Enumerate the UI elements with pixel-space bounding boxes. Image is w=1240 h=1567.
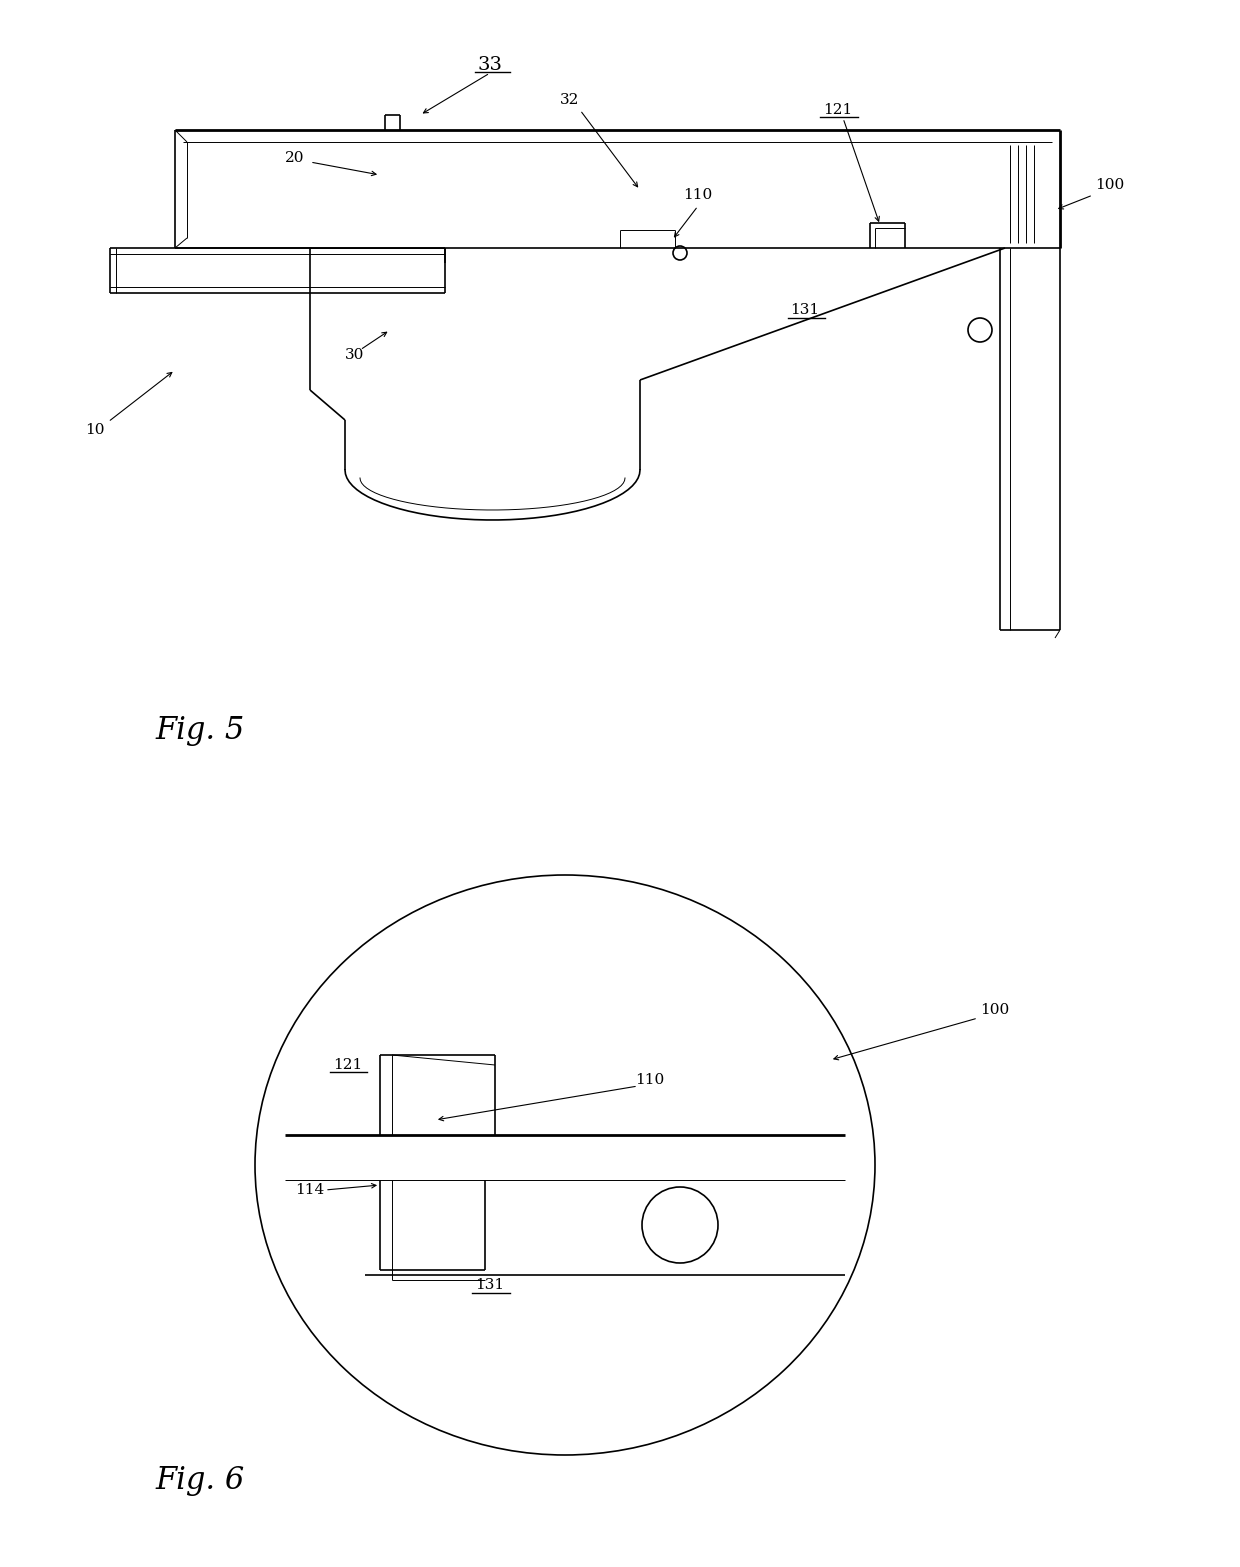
Text: 110: 110: [635, 1073, 665, 1087]
Text: 121: 121: [334, 1058, 362, 1072]
Text: Fig. 5: Fig. 5: [155, 715, 244, 746]
Text: 131: 131: [790, 302, 820, 317]
Text: 20: 20: [285, 150, 305, 165]
Text: Fig. 6: Fig. 6: [155, 1465, 244, 1495]
Text: 10: 10: [86, 423, 104, 437]
Text: 100: 100: [980, 1003, 1009, 1017]
Text: 100: 100: [1095, 179, 1125, 193]
Text: 131: 131: [475, 1279, 505, 1293]
Text: 110: 110: [683, 188, 713, 202]
Text: 114: 114: [295, 1183, 325, 1197]
Text: 121: 121: [823, 103, 853, 118]
Text: 33: 33: [477, 56, 502, 74]
Text: 30: 30: [345, 348, 365, 362]
Text: 32: 32: [560, 92, 579, 107]
